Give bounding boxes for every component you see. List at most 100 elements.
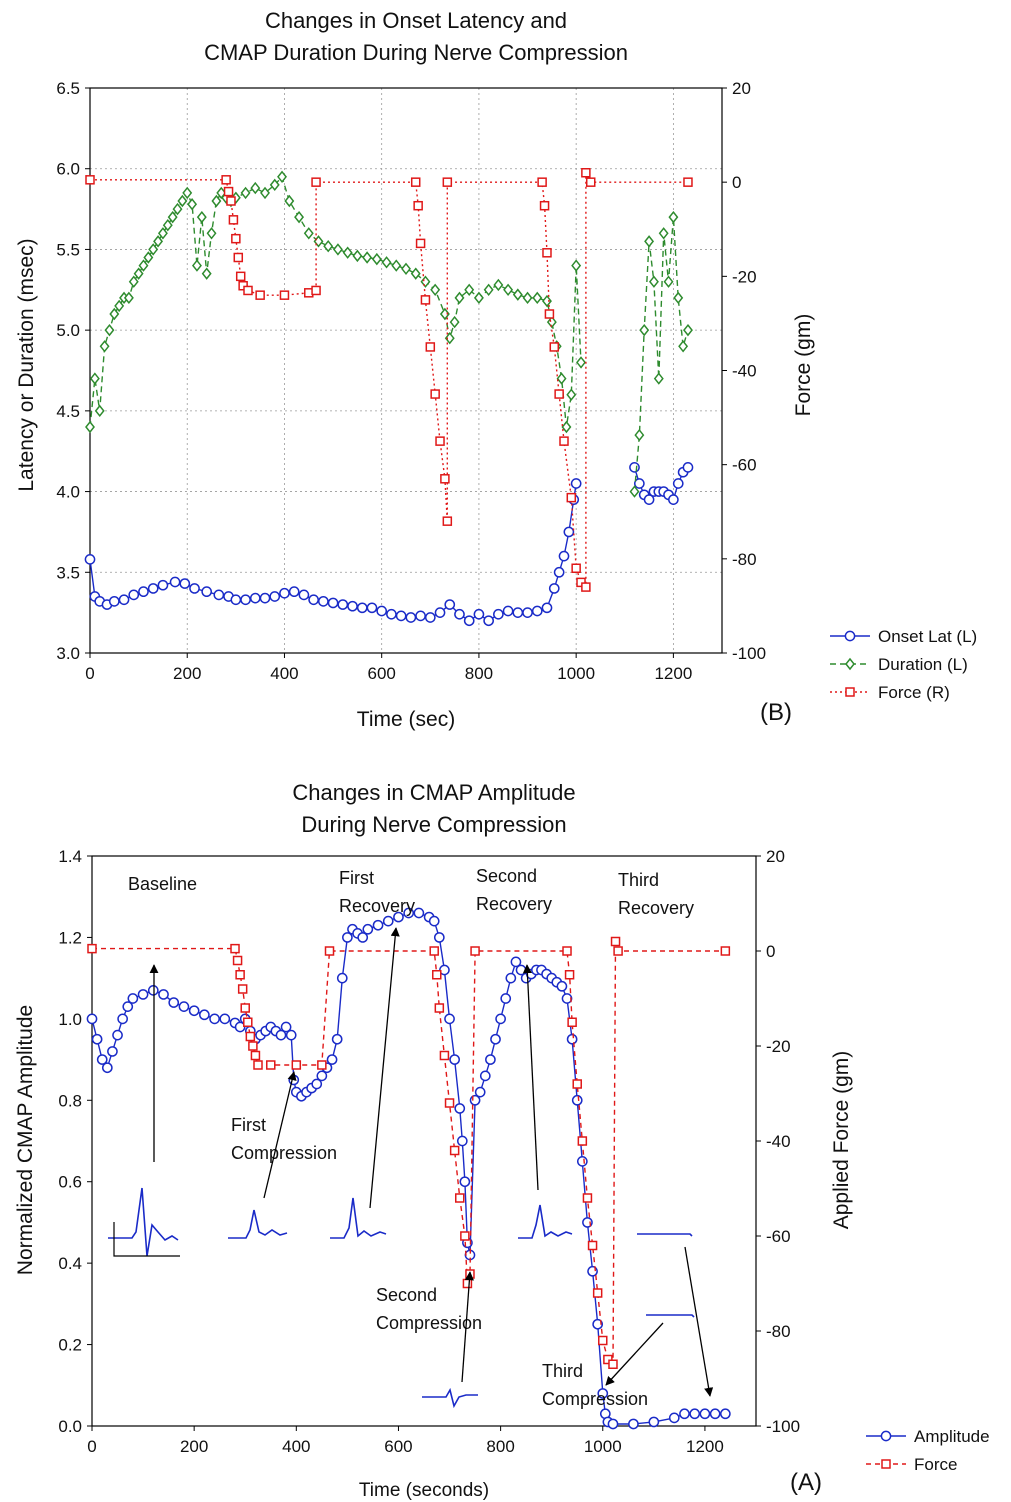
y-right-tick-label: -20 xyxy=(732,267,757,286)
waveform-second-compression xyxy=(422,1387,478,1409)
arrow-third-compression xyxy=(605,1322,664,1386)
data-point xyxy=(454,291,465,305)
data-point xyxy=(201,267,212,280)
data-point xyxy=(147,583,159,594)
data-point xyxy=(147,985,159,996)
data-point xyxy=(531,605,543,617)
data-point xyxy=(455,1193,465,1203)
data-point xyxy=(118,594,130,606)
legend-item: Duration (L) xyxy=(830,655,968,674)
data-point xyxy=(311,285,321,296)
chart-b-x-axis-label: Time (sec) xyxy=(357,708,455,731)
waveform-third-recovery xyxy=(637,1233,693,1237)
chart-a-left-y-axis-label: Normalized CMAP Amplitude xyxy=(14,1005,37,1275)
data-point xyxy=(546,315,557,329)
data-point xyxy=(401,262,411,276)
data-point xyxy=(449,1145,460,1156)
data-point xyxy=(226,196,236,206)
data-point xyxy=(454,1103,466,1114)
data-point xyxy=(235,271,246,282)
annotation-second-compression-line1: Second xyxy=(376,1285,437,1305)
data-point xyxy=(512,288,523,301)
annotation-baseline: Baseline xyxy=(128,874,197,894)
data-point xyxy=(432,970,442,980)
y-right-tick-label: -60 xyxy=(732,456,757,475)
data-point xyxy=(500,993,512,1004)
data-point xyxy=(230,594,242,606)
data-point xyxy=(459,1176,471,1188)
data-point xyxy=(430,389,440,399)
data-point xyxy=(382,915,394,927)
data-point xyxy=(559,436,569,446)
data-point xyxy=(85,175,95,185)
data-point xyxy=(679,1408,690,1420)
data-point xyxy=(592,1318,604,1330)
data-point xyxy=(571,259,582,272)
chart-a-panel-label: (A) xyxy=(790,1469,822,1496)
data-point xyxy=(430,283,441,296)
data-point xyxy=(444,332,455,345)
data-point xyxy=(128,589,140,601)
arrow-third-recovery xyxy=(684,1246,714,1397)
data-point xyxy=(123,291,134,305)
data-point xyxy=(634,478,645,489)
data-point xyxy=(347,600,358,612)
data-point xyxy=(199,1009,210,1021)
data-point xyxy=(425,342,436,352)
data-point xyxy=(284,194,295,208)
data-point xyxy=(442,177,453,187)
data-point xyxy=(577,1136,588,1146)
data-point xyxy=(250,181,261,195)
data-point xyxy=(587,1265,598,1277)
legend-label: Amplitude xyxy=(914,1427,990,1446)
chart-b: Changes in Onset Latency and CMAP Durati… xyxy=(15,8,977,731)
data-point xyxy=(413,200,423,211)
data-point xyxy=(117,1013,128,1025)
y-right-tick-label: 20 xyxy=(732,79,751,98)
data-point xyxy=(444,1098,455,1108)
chart-b-x-ticks: 0 200 400 600 800 1000 1200 xyxy=(85,653,692,683)
data-point xyxy=(84,554,96,565)
data-point xyxy=(403,907,415,919)
data-point xyxy=(243,285,253,296)
data-point xyxy=(424,612,436,623)
data-point xyxy=(410,267,421,280)
data-point xyxy=(413,907,425,919)
data-point xyxy=(576,1156,588,1167)
data-point xyxy=(99,340,110,353)
data-point xyxy=(429,946,439,956)
data-point xyxy=(327,597,339,609)
y-left-tick-label: 5.5 xyxy=(56,240,80,259)
annotation-second-compression-line2: Compression xyxy=(376,1313,482,1333)
data-point xyxy=(280,1021,292,1033)
x-tick-label: 200 xyxy=(173,664,201,683)
data-point xyxy=(395,610,407,622)
data-point xyxy=(449,315,460,329)
data-point xyxy=(587,1240,598,1251)
data-point xyxy=(386,608,397,620)
x-tick-label: 400 xyxy=(270,664,298,683)
waveform-first-compression xyxy=(228,1209,288,1239)
y-left-tick-label: 0.0 xyxy=(58,1417,82,1436)
y-right-tick-label: -80 xyxy=(732,550,757,569)
data-point xyxy=(260,186,270,200)
series-amplitude xyxy=(86,907,731,1430)
data-point xyxy=(542,248,552,258)
data-point xyxy=(415,610,426,622)
data-point xyxy=(473,608,485,620)
data-point xyxy=(133,267,144,280)
data-point xyxy=(597,1388,609,1399)
data-point xyxy=(592,1288,603,1298)
data-point xyxy=(362,923,374,935)
data-point xyxy=(167,210,178,224)
y-left-tick-label: 0.2 xyxy=(58,1336,82,1355)
data-point xyxy=(682,462,694,473)
y-left-tick-label: 3.5 xyxy=(56,563,80,582)
data-point xyxy=(483,283,494,296)
data-point xyxy=(668,210,679,224)
data-point xyxy=(288,586,300,598)
series-force-r- xyxy=(85,168,693,592)
data-point xyxy=(240,186,251,200)
data-point xyxy=(420,295,431,305)
